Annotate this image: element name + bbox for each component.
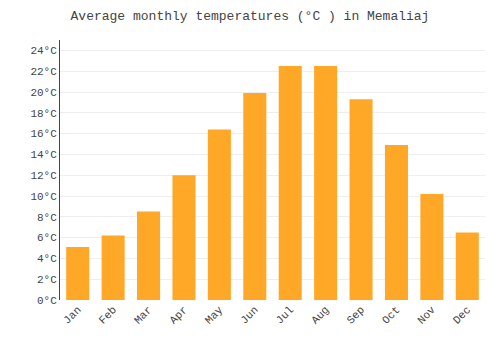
svg-text:18°C: 18°C bbox=[30, 108, 57, 120]
svg-text:Jan: Jan bbox=[61, 304, 83, 326]
svg-text:12°C: 12°C bbox=[30, 170, 57, 182]
svg-text:10°C: 10°C bbox=[30, 191, 57, 203]
svg-text:Jun: Jun bbox=[238, 304, 260, 326]
svg-text:24°C: 24°C bbox=[30, 45, 57, 57]
svg-text:14°C: 14°C bbox=[30, 149, 57, 161]
svg-text:Mar: Mar bbox=[132, 304, 154, 326]
svg-text:Jul: Jul bbox=[274, 304, 296, 326]
svg-text:Nov: Nov bbox=[415, 304, 438, 327]
svg-text:4°C: 4°C bbox=[37, 253, 57, 265]
svg-text:Aug: Aug bbox=[309, 304, 331, 326]
svg-text:Dec: Dec bbox=[451, 304, 473, 326]
svg-text:Oct: Oct bbox=[380, 304, 402, 326]
svg-text:8°C: 8°C bbox=[37, 212, 57, 224]
svg-text:22°C: 22°C bbox=[30, 66, 57, 78]
svg-text:16°C: 16°C bbox=[30, 128, 57, 140]
svg-text:May: May bbox=[203, 304, 226, 327]
svg-text:Average monthly temperatures (: Average monthly temperatures (°C ) in Me… bbox=[71, 9, 430, 24]
svg-text:0°C: 0°C bbox=[37, 295, 57, 307]
svg-text:20°C: 20°C bbox=[30, 87, 57, 99]
svg-text:Sep: Sep bbox=[345, 304, 367, 326]
svg-text:Apr: Apr bbox=[167, 304, 189, 326]
svg-text:Feb: Feb bbox=[97, 304, 119, 326]
svg-text:2°C: 2°C bbox=[37, 274, 57, 286]
svg-text:6°C: 6°C bbox=[37, 232, 57, 244]
